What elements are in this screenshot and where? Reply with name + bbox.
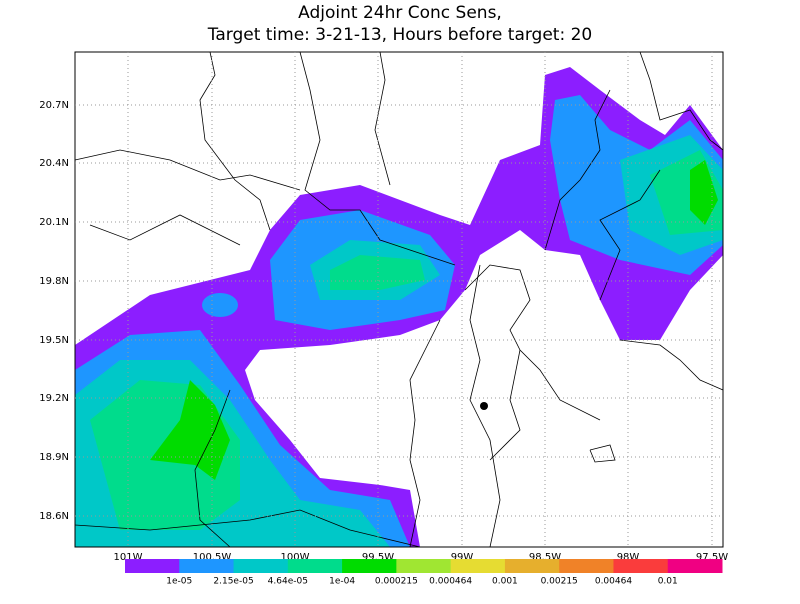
lat-label: 19.5N [39, 335, 69, 346]
colorbar-label: 0.000464 [429, 577, 472, 587]
lon-label: 97.5W [696, 552, 728, 563]
lat-label: 20.1N [39, 217, 69, 228]
contour-green [690, 160, 718, 225]
colorbar-label: 0.00464 [595, 577, 632, 587]
lat-label: 20.7N [39, 100, 69, 111]
colorbar-label: 2.15e-05 [213, 577, 253, 587]
lat-label: 19.2N [39, 393, 69, 404]
plot-frame [74, 51, 724, 548]
lat-label: 20.4N [39, 158, 69, 169]
colorbar-box [559, 559, 614, 573]
lon-label: 98W [617, 552, 640, 563]
colorbar-box [613, 559, 669, 573]
colorbar-label: 0.01 [658, 577, 678, 587]
lat-label: 18.9N [39, 452, 69, 463]
lon-label: 100.5W [193, 552, 232, 563]
colorbar-box [125, 559, 180, 573]
title-line: Target time: 3-21-13, Hours before targe… [207, 25, 592, 45]
colorbar-box [342, 559, 397, 573]
colorbar-box [504, 559, 560, 573]
lon-label: 98.5W [529, 552, 561, 563]
colorbar-box [396, 559, 452, 573]
lon-label: 99.5W [362, 552, 394, 563]
lat-label: 18.6N [39, 511, 69, 522]
lon-label: 99W [451, 552, 474, 563]
colorbar-box [179, 559, 235, 573]
colorbar-box [667, 559, 723, 573]
colorbar-label: 0.000215 [375, 577, 418, 587]
borders [74, 51, 724, 548]
colorbar-label: 1e-05 [166, 577, 192, 587]
colorbar-label: 4.64e-05 [268, 577, 308, 587]
colorbar-label: 0.00215 [541, 577, 578, 587]
colorbar-box [450, 559, 506, 573]
lat-label: 19.8N [39, 276, 69, 287]
colorbar-box [233, 559, 289, 573]
plot-area [74, 51, 724, 548]
lon-label: 100W [281, 552, 310, 563]
lon-label: 101W [114, 552, 143, 563]
colorbar-label: 0.001 [492, 577, 518, 587]
colorbar-label: 1e-04 [329, 577, 355, 587]
title-line: Adjoint 24hr Conc Sens, [298, 3, 502, 23]
target-point [480, 402, 488, 410]
colorbar-box [287, 559, 343, 573]
contour-blue [202, 293, 238, 317]
contour-green [150, 380, 230, 480]
